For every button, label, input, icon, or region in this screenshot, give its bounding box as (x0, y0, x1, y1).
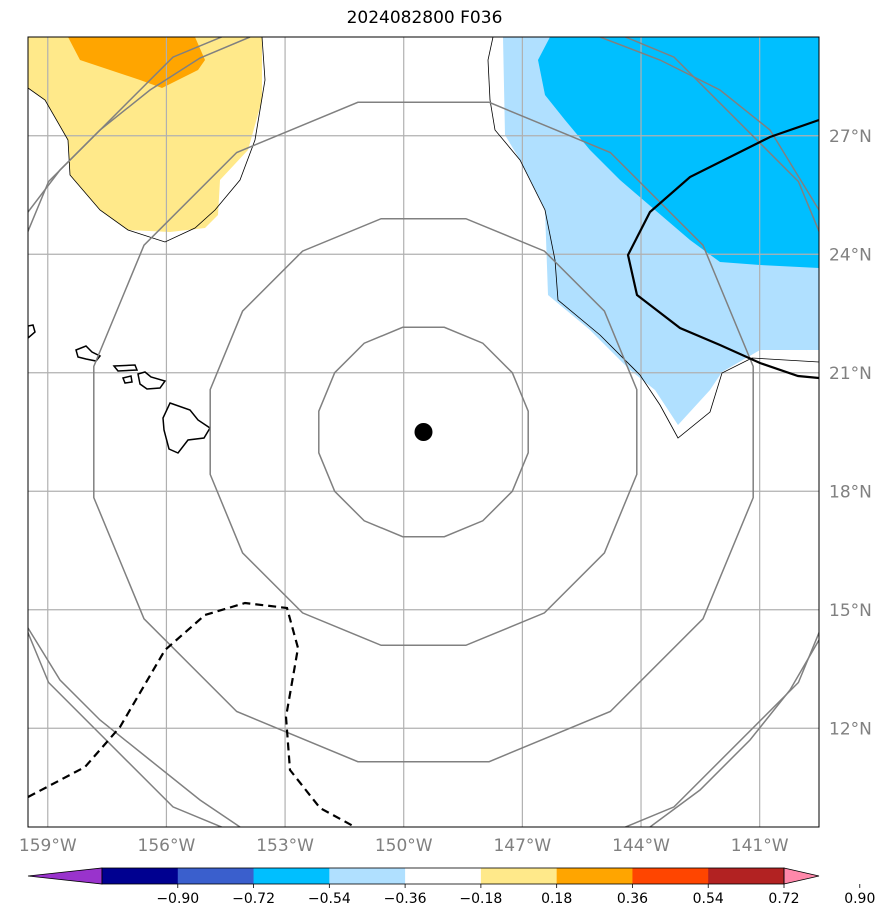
colorbar-tick-label: 0.72 (768, 891, 799, 907)
longitude-labels: 159°W 156°W 153°W 150°W 147°W 144°W 141°W (19, 836, 789, 856)
colorbar-tick-label: −0.18 (459, 891, 502, 907)
range-ring (209, 217, 638, 647)
colorbar-tick-label: −0.72 (232, 891, 275, 907)
outer-range-ring-bottom-left (28, 627, 241, 827)
outer-range-ring-right (599, 37, 819, 211)
colorbar-segment (253, 868, 330, 884)
colorbar-segment (708, 868, 785, 884)
colorbar-segment (405, 868, 482, 884)
latitude-tick-label: 27°N (829, 127, 872, 147)
colorbar-segment (329, 868, 406, 884)
longitude-tick-label: 144°W (612, 836, 670, 856)
latitude-tick-label: 18°N (829, 482, 872, 502)
colorbar-extend-min (27, 867, 103, 885)
colorbar-tick-label: −0.54 (308, 891, 351, 907)
range-ring (318, 326, 529, 538)
hawaiian-islands (28, 324, 212, 454)
outer-range-ring (28, 37, 251, 213)
negative-anomaly-blue-region (538, 37, 819, 268)
colorbar-extend-max (783, 867, 820, 885)
longitude-tick-label: 147°W (493, 836, 551, 856)
outer-range-ring-bottom-right (649, 639, 819, 827)
map-frame (27, 36, 820, 828)
longitude-tick-label: 156°W (138, 836, 196, 856)
latitude-tick-label: 21°N (829, 364, 872, 384)
positive-anomaly-orange-region (68, 37, 205, 88)
colorbar-tick-label: −0.36 (384, 891, 427, 907)
range-ring (28, 37, 819, 827)
map-title: 2024082800 F036 (346, 8, 503, 28)
latitude-labels: 27°N 24°N 21°N 18°N 15°N 12°N (829, 127, 872, 740)
latitude-tick-label: 15°N (829, 601, 872, 621)
colorbar-tick-label: 0.18 (541, 891, 572, 907)
map-plot-area (28, 37, 819, 827)
colorbar-segment (102, 868, 179, 884)
solid-contour (626, 118, 819, 380)
dashed-contour (28, 601, 356, 827)
latitude-tick-label: 24°N (829, 245, 872, 265)
range-ring (93, 101, 754, 763)
colorbar: −0.90 −0.72 −0.54 −0.36 −0.18 0.18 0.36 0.54 0.7… (27, 867, 875, 907)
colorbar-segment (177, 868, 255, 884)
longitude-tick-label: 150°W (375, 836, 433, 856)
longitude-tick-label: 153°W (256, 836, 314, 856)
colorbar-segment (556, 868, 633, 884)
colorbar-segment (480, 868, 558, 884)
coastline-east (487, 37, 819, 439)
storm-center-marker (414, 423, 433, 441)
colorbar-tick-label: 0.54 (693, 891, 724, 907)
longitude-tick-label: 141°W (731, 836, 789, 856)
colorbar-segment (632, 868, 709, 884)
colorbar-outline (101, 867, 785, 885)
positive-anomaly-yellow-region (28, 37, 262, 232)
coastline-north (28, 37, 266, 243)
range-rings (28, 37, 819, 827)
colorbar-tick-label: 0.90 (844, 891, 875, 907)
colorbar-tick-label: −0.90 (156, 891, 199, 907)
lat-lon-grid (28, 37, 819, 827)
colorbar-tick-label: 0.36 (617, 891, 648, 907)
longitude-tick-label: 159°W (19, 836, 77, 856)
latitude-tick-label: 12°N (829, 719, 872, 739)
